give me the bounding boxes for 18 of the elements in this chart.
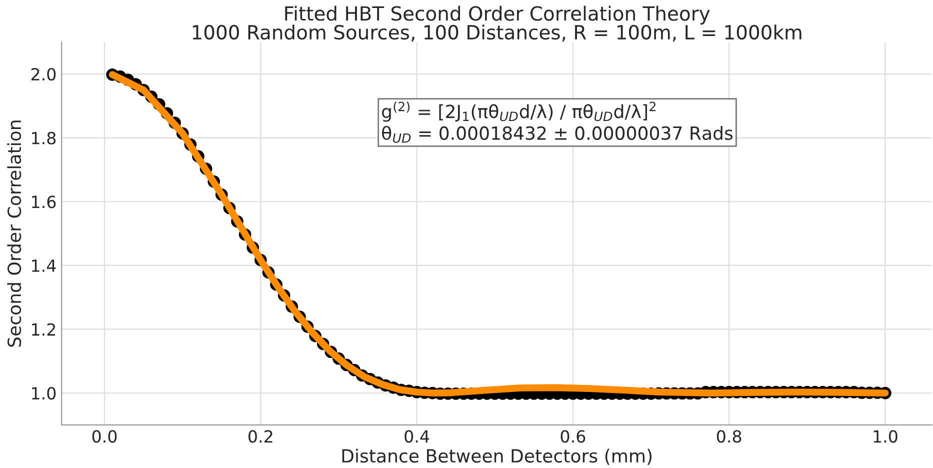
x-axis-title: Distance Between Detectors (mm) [342, 448, 652, 465]
x-tick-label: 0.2 [248, 430, 272, 443]
text: g$^{(2)}$ = [2J$_{1}$(πθ$_{UD}$d/λ) / πθ$_{UD}$d/λ]$^{2}$ [382, 102, 656, 122]
chart-subtitle: 1000 Random Sources, 100 Distances, R = 100m, L = 1000km [192, 24, 802, 42]
y-tick-label: 1.4 [32, 260, 56, 272]
y-tick-label: 1.8 [32, 132, 56, 144]
x-tick-label: 1.0 [874, 430, 898, 443]
y-tick-label: 1.2 [32, 323, 56, 336]
x-tick-label: 0.6 [560, 430, 586, 443]
chart-title: Fitted HBT Second Order Correlation Theory [285, 6, 710, 25]
x-tick-label: 0.0 [92, 430, 117, 443]
y-axis-title: Second Order Correlation [7, 120, 22, 347]
x-tick-label: 0.4 [404, 430, 430, 443]
x-tick-label: 0.8 [716, 430, 742, 443]
y-tick-label: 2.0 [31, 68, 56, 81]
annotation: θ$_{UD}$ = 0.00018432 ± 0.00000037 Rads [382, 126, 733, 143]
y-tick-label: 1.6 [32, 196, 56, 208]
y-tick-label: 1.0 [32, 387, 56, 400]
